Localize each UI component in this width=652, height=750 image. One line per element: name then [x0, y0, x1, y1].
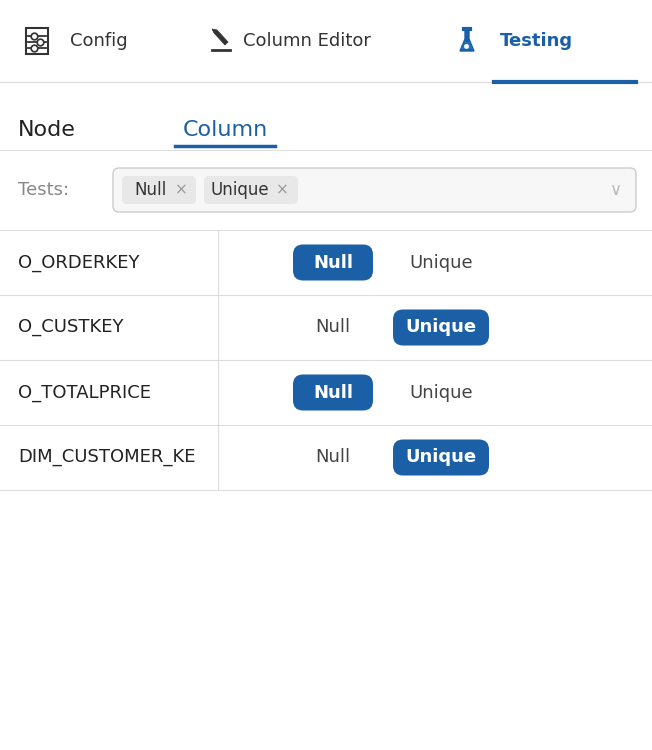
- Text: Null: Null: [134, 181, 166, 199]
- FancyBboxPatch shape: [393, 310, 489, 346]
- Text: Unique: Unique: [211, 181, 269, 199]
- Text: Node: Node: [18, 120, 76, 140]
- Text: Tests:: Tests:: [18, 181, 69, 199]
- Text: ×: ×: [175, 182, 187, 197]
- Text: O_ORDERKEY: O_ORDERKEY: [18, 254, 140, 272]
- Text: Config: Config: [70, 32, 128, 50]
- Text: DIM_CUSTOMER_KE: DIM_CUSTOMER_KE: [18, 448, 196, 466]
- Text: Column: Column: [183, 120, 267, 140]
- Text: ∨: ∨: [610, 181, 622, 199]
- FancyBboxPatch shape: [393, 440, 489, 476]
- Text: Unique: Unique: [406, 319, 477, 337]
- Text: Null: Null: [313, 254, 353, 272]
- Text: Unique: Unique: [406, 448, 477, 466]
- Text: Null: Null: [313, 383, 353, 401]
- Text: Unique: Unique: [409, 254, 473, 272]
- Text: Testing: Testing: [500, 32, 573, 50]
- Polygon shape: [214, 30, 228, 45]
- FancyBboxPatch shape: [122, 176, 196, 204]
- Text: Unique: Unique: [409, 383, 473, 401]
- FancyBboxPatch shape: [293, 374, 373, 410]
- Polygon shape: [461, 42, 473, 49]
- FancyBboxPatch shape: [293, 244, 373, 280]
- Polygon shape: [460, 29, 474, 51]
- Text: Null: Null: [316, 448, 351, 466]
- Text: O_TOTALPRICE: O_TOTALPRICE: [18, 383, 151, 401]
- Text: ×: ×: [276, 182, 288, 197]
- Text: O_CUSTKEY: O_CUSTKEY: [18, 319, 123, 337]
- Bar: [26, 28, 48, 54]
- FancyBboxPatch shape: [113, 168, 636, 212]
- FancyBboxPatch shape: [204, 176, 298, 204]
- Text: Column Editor: Column Editor: [243, 32, 371, 50]
- Text: Null: Null: [316, 319, 351, 337]
- Polygon shape: [212, 29, 217, 33]
